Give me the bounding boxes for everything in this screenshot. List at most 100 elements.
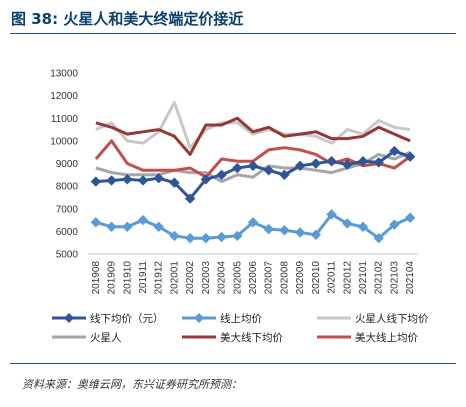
- data-point: [122, 221, 133, 233]
- legend-label: 美大线下均价: [220, 331, 283, 344]
- legend-item-1: 线上均价: [182, 312, 262, 325]
- data-point: [373, 232, 384, 244]
- legend-label: 线上均价: [220, 312, 262, 325]
- legend-marker: [64, 313, 74, 323]
- data-point: [357, 156, 369, 167]
- data-point: [326, 209, 337, 220]
- series-line: [95, 116, 411, 156]
- line-chart: 5000 6000 7000 8000 9000 10000 11000 12000 13000…: [50, 69, 429, 345]
- legend-item-4: 美大线下均价: [182, 331, 283, 344]
- series-0: [90, 145, 416, 204]
- data-point: [216, 231, 227, 243]
- y-tick-label: 10000: [50, 136, 78, 147]
- data-point: [200, 174, 212, 185]
- data-point: [153, 173, 164, 184]
- x-tick-label: 201909: [107, 261, 118, 295]
- data-point: [247, 160, 259, 171]
- chart-axes: 5000 6000 7000 8000 9000 10000 11000 12000 13000…: [50, 69, 418, 295]
- data-point: [342, 159, 353, 170]
- data-point: [216, 169, 227, 181]
- legend-item-3: 火星人: [52, 332, 122, 344]
- data-point: [326, 156, 337, 167]
- y-tick-label: 11000: [51, 114, 79, 125]
- title-rule: [10, 33, 456, 34]
- figure-title: 图 38: 火星人和美大终端定价接近: [11, 10, 244, 28]
- source-rule: [10, 363, 456, 364]
- legend-label: 火星人线下均价: [355, 312, 429, 325]
- data-point: [247, 217, 259, 228]
- data-point: [153, 221, 164, 233]
- x-tick-label: 201908: [91, 261, 102, 295]
- data-point: [137, 175, 149, 186]
- data-point: [357, 221, 369, 233]
- legend-marker: [194, 313, 204, 323]
- x-tick-label: 202008: [279, 261, 290, 295]
- data-point: [90, 217, 102, 228]
- data-point: [294, 160, 306, 171]
- y-tick-label: 9000: [56, 159, 79, 170]
- x-tick-label: 202001: [169, 261, 180, 295]
- data-point: [342, 218, 353, 229]
- x-tick-label: 202005: [232, 261, 243, 295]
- series-2: [95, 100, 411, 150]
- legend-item-2: 火星人线下均价: [317, 312, 429, 325]
- data-point: [137, 214, 149, 226]
- data-point: [232, 162, 243, 174]
- data-point: [373, 157, 384, 168]
- data-point: [232, 230, 243, 242]
- series-1: [90, 209, 416, 244]
- data-point: [200, 232, 212, 244]
- data-point: [169, 177, 180, 188]
- y-tick-label: 6000: [56, 227, 79, 238]
- data-point: [310, 158, 322, 169]
- data-point: [106, 175, 117, 186]
- x-tick-label: 202007: [264, 261, 275, 295]
- x-tick-label: 201910: [122, 261, 133, 295]
- data-point: [294, 227, 306, 238]
- data-point: [169, 230, 180, 242]
- data-point: [389, 145, 400, 157]
- x-tick-label: 201912: [154, 261, 165, 295]
- data-point: [184, 193, 196, 204]
- data-point: [310, 229, 322, 240]
- legend-item-0: 线下均价（元）: [52, 312, 164, 325]
- x-tick-label: 202002: [185, 261, 196, 295]
- x-tick-label: 202003: [201, 261, 212, 295]
- x-tick-label: 202010: [311, 261, 322, 295]
- x-tick-label: 202012: [342, 261, 353, 295]
- legend-label: 线下均价（元）: [90, 312, 164, 325]
- x-tick-label: 202011: [327, 261, 338, 294]
- data-point: [184, 232, 196, 244]
- data-point: [122, 174, 133, 185]
- y-tick-label: 7000: [56, 204, 79, 215]
- data-point: [389, 219, 400, 230]
- data-point: [279, 169, 290, 181]
- series-4: [95, 116, 411, 156]
- x-tick-label: 202101: [358, 261, 369, 295]
- legend-label: 美大线上均价: [355, 331, 418, 344]
- data-point: [404, 212, 416, 223]
- y-tick-label: 5000: [56, 250, 79, 261]
- data-point: [263, 165, 274, 176]
- x-tick-label: 202103: [389, 261, 400, 295]
- data-point: [106, 221, 117, 233]
- data-point: [279, 225, 290, 236]
- x-tick-label: 202104: [405, 261, 416, 295]
- data-point: [90, 176, 102, 187]
- y-tick-label: 8000: [56, 182, 79, 193]
- x-tick-label: 202004: [217, 261, 228, 295]
- legend-item-5: 美大线上均价: [317, 331, 418, 344]
- x-tick-label: 201911: [138, 261, 149, 294]
- source-note: 资料来源：奥维云网，东兴证券研究所预测：: [22, 378, 242, 391]
- chart-series: [90, 100, 416, 244]
- x-tick-label: 202009: [295, 261, 306, 295]
- legend-label: 火星人: [90, 332, 122, 344]
- y-tick-label: 12000: [50, 91, 78, 102]
- data-point: [263, 223, 274, 235]
- x-tick-label: 202006: [248, 261, 259, 295]
- series-line: [95, 100, 411, 150]
- x-tick-label: 202102: [374, 261, 385, 295]
- data-point: [404, 151, 416, 162]
